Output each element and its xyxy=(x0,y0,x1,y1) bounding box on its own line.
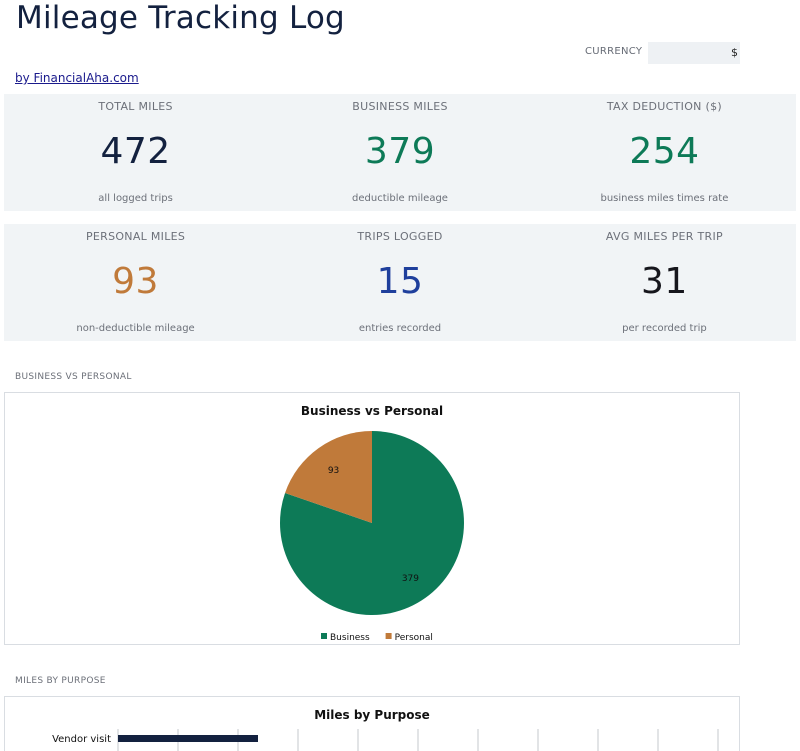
section-label-business-vs-personal: BUSINESS VS PERSONAL xyxy=(15,372,132,382)
currency-label: CURRENCY xyxy=(585,46,643,57)
bar-chart-panel: Miles by Purpose Vendor visit xyxy=(4,696,740,751)
kpi-value: 93 xyxy=(112,261,159,302)
kpi-value: 472 xyxy=(100,131,171,172)
legend-label: Business xyxy=(330,633,370,643)
kpi-label: TOTAL MILES xyxy=(98,100,173,113)
kpi-value: 15 xyxy=(376,261,424,302)
pie-slice-personal[interactable] xyxy=(285,431,372,523)
section-label-miles-by-purpose: MILES BY PURPOSE xyxy=(15,676,106,686)
kpi-label: PERSONAL MILES xyxy=(85,230,186,243)
kpi-row-1: TOTAL MILES 472 all logged trips BUSINES… xyxy=(4,94,796,211)
currency-input[interactable]: $ xyxy=(648,42,740,64)
kpi-business-miles: BUSINESS MILES 379 deductible mileage xyxy=(267,94,533,211)
pie-chart: Business vs Personal 379 93 Business Persona… xyxy=(280,404,464,643)
kpi-value: 31 xyxy=(641,261,688,302)
kpi-subtext: business miles times rate xyxy=(600,193,729,204)
kpi-label: TAX DEDUCTION ($) xyxy=(606,100,722,113)
kpi-avg-miles-per-trip: AVG MILES PER TRIP 31 per recorded trip xyxy=(533,224,796,341)
kpi-subtext: entries recorded xyxy=(358,323,442,334)
kpi-subtext: all logged trips xyxy=(98,193,173,204)
kpi-row-2: PERSONAL MILES 93 non-deductible mileage… xyxy=(4,224,796,341)
kpi-subtext: deductible mileage xyxy=(352,193,448,204)
bar-category-label: Vendor visit xyxy=(52,734,111,745)
pie-data-label: 93 xyxy=(328,466,339,476)
kpi-tax-deduction: TAX DEDUCTION ($) 254 business miles tim… xyxy=(533,94,796,211)
byline-link[interactable]: by FinancialAha.com xyxy=(15,71,139,85)
legend-swatch xyxy=(385,633,392,639)
pie-chart-panel: Business vs Personal 379 93 Business Persona… xyxy=(4,392,740,645)
kpi-subtext: non-deductible mileage xyxy=(76,323,195,334)
kpi-label: AVG MILES PER TRIP xyxy=(605,230,723,243)
kpi-subtext: per recorded trip xyxy=(622,323,707,334)
chart-title: Miles by Purpose xyxy=(314,708,430,722)
bar-chart: Miles by Purpose Vendor visit xyxy=(52,708,719,751)
kpi-label: BUSINESS MILES xyxy=(352,100,448,113)
kpi-value: 379 xyxy=(364,131,436,172)
legend-swatch xyxy=(321,633,327,639)
kpi-label: TRIPS LOGGED xyxy=(357,230,443,243)
kpi-trips-logged: TRIPS LOGGED 15 entries recorded xyxy=(267,224,533,341)
kpi-total-miles: TOTAL MILES 472 all logged trips xyxy=(4,94,267,211)
legend-label: Personal xyxy=(395,633,433,643)
bar-vendor-visit[interactable] xyxy=(118,735,258,742)
kpi-personal-miles: PERSONAL MILES 93 non-deductible mileage xyxy=(4,224,267,341)
page-title: Mileage Tracking Log xyxy=(16,0,345,36)
pie-data-label: 379 xyxy=(402,574,419,584)
chart-title: Business vs Personal xyxy=(301,404,443,418)
kpi-value: 254 xyxy=(629,131,700,172)
